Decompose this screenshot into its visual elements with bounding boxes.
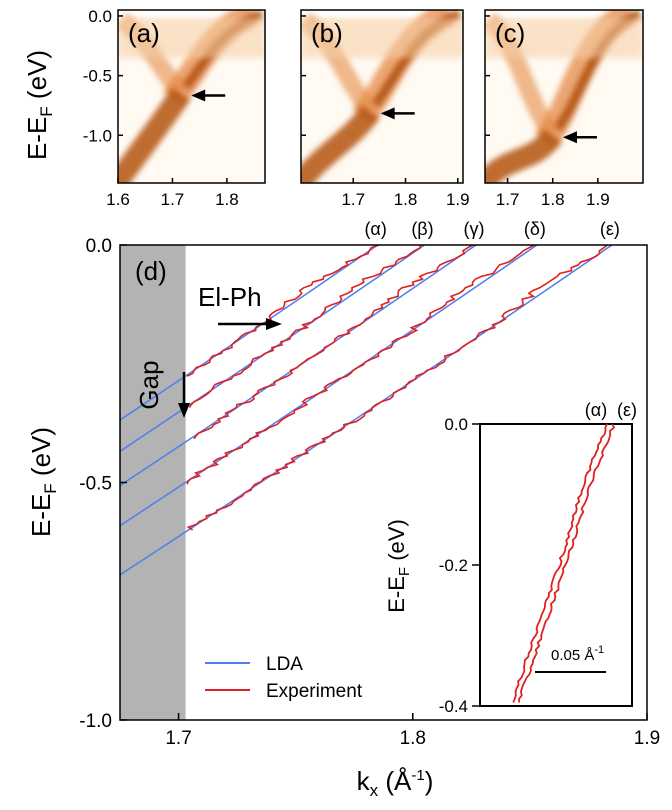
panel-d-label: (d) bbox=[135, 256, 167, 286]
main-y-axis-label: E-EF (eV) bbox=[26, 427, 60, 537]
heatmap-image bbox=[485, 10, 643, 183]
inset: 0.0 -0.2 -0.4 E-EF (eV) (α) (ε) 0.05 Å-1 bbox=[384, 400, 637, 716]
arpes-panel-a: (a) 1.6 1.7 1.8 0.0 -0.5 -1.0 bbox=[83, 7, 266, 209]
panel-frame bbox=[300, 9, 464, 184]
inset-frame bbox=[479, 423, 633, 707]
x-tick-label: 1.8 bbox=[541, 190, 565, 209]
fermi-edge bbox=[485, 10, 643, 18]
arpes-panel-c: (c) 1.7 1.8 1.9 bbox=[484, 9, 644, 209]
elph-arrow bbox=[218, 318, 282, 330]
gap-arrow bbox=[178, 372, 190, 418]
series-label-0: (α) bbox=[364, 219, 386, 239]
kink-arrowhead bbox=[562, 131, 577, 144]
experiment-line-4 bbox=[186, 245, 608, 531]
panel-frame bbox=[117, 9, 266, 184]
legend-experiment-label: Experiment bbox=[266, 681, 363, 702]
x-tick-label: 1.8 bbox=[215, 190, 239, 209]
arpes-panel-b: (b) 1.7 1.8 1.9 bbox=[300, 9, 470, 209]
x-tick-label: 1.9 bbox=[634, 728, 660, 749]
series-label-1: (β) bbox=[411, 219, 433, 239]
panel-label: (c) bbox=[495, 18, 525, 48]
series-label-2: (γ) bbox=[464, 219, 485, 239]
x-tick-label: 1.9 bbox=[446, 190, 470, 209]
x-tick-label: 1.9 bbox=[586, 190, 610, 209]
y-tick-label: 0.0 bbox=[88, 7, 112, 26]
panel-label: (a) bbox=[128, 18, 160, 48]
experiment-line-2 bbox=[193, 245, 473, 440]
inset-line-0 bbox=[512, 423, 608, 703]
gap-region bbox=[120, 245, 186, 720]
x-tick-label: 1.7 bbox=[165, 728, 191, 749]
main-x-axis-label: kx (Å-1) bbox=[357, 766, 434, 800]
lda-line-2 bbox=[120, 245, 477, 487]
y-tick-label: -0.5 bbox=[83, 67, 112, 86]
x-tick-label: 1.7 bbox=[341, 190, 365, 209]
fermi-edge bbox=[301, 10, 463, 18]
series-label-3: (δ) bbox=[524, 219, 546, 239]
top-y-axis-label: E-EF (eV) bbox=[22, 50, 56, 160]
heatmap-image bbox=[301, 10, 463, 183]
inset-series-label-epsilon: (ε) bbox=[617, 400, 637, 420]
experiment-line-1 bbox=[188, 245, 422, 408]
inset-y-tick-label: 0.0 bbox=[444, 415, 468, 434]
dispersion-panel-d: 1.7 1.8 1.9 0.0 -0.5 -1.0 (α) (β) (γ) (δ) (ε) (d)… bbox=[26, 219, 660, 800]
kink-arrowhead bbox=[191, 89, 206, 102]
x-tick-label: 1.8 bbox=[400, 728, 426, 749]
inset-line-1 bbox=[518, 423, 616, 703]
elph-label: El-Ph bbox=[198, 282, 262, 312]
kink-arrowhead bbox=[380, 107, 395, 120]
panel-frame bbox=[484, 9, 644, 184]
fermi-edge bbox=[118, 10, 265, 18]
inset-y-axis-label: E-EF (eV) bbox=[384, 519, 413, 613]
y-tick-label: -1.0 bbox=[83, 126, 112, 145]
y-tick-label: 0.0 bbox=[86, 236, 112, 257]
legend-lda-label: LDA bbox=[266, 654, 303, 675]
inset-y-tick-label: -0.4 bbox=[439, 697, 468, 716]
y-tick-label: -1.0 bbox=[79, 711, 112, 732]
x-tick-label: 1.7 bbox=[496, 190, 520, 209]
inset-scalebar-label: 0.05 Å-1 bbox=[551, 644, 604, 664]
series-label-4: (ε) bbox=[600, 219, 620, 239]
experiment-line-0 bbox=[186, 245, 380, 377]
inset-series-label-alpha: (α) bbox=[585, 400, 607, 420]
panel-label: (b) bbox=[311, 18, 343, 48]
heatmap-image bbox=[118, 10, 265, 183]
lda-line-1 bbox=[120, 245, 425, 453]
x-tick-label: 1.6 bbox=[106, 190, 130, 209]
gap-label: Gap bbox=[134, 360, 164, 409]
inset-y-tick-label: -0.2 bbox=[439, 556, 468, 575]
legend: LDA Experiment bbox=[205, 654, 363, 702]
x-tick-label: 1.7 bbox=[161, 190, 185, 209]
x-tick-label: 1.8 bbox=[394, 190, 418, 209]
y-tick-label: -0.5 bbox=[79, 474, 112, 495]
experiment-line-3 bbox=[186, 245, 535, 485]
